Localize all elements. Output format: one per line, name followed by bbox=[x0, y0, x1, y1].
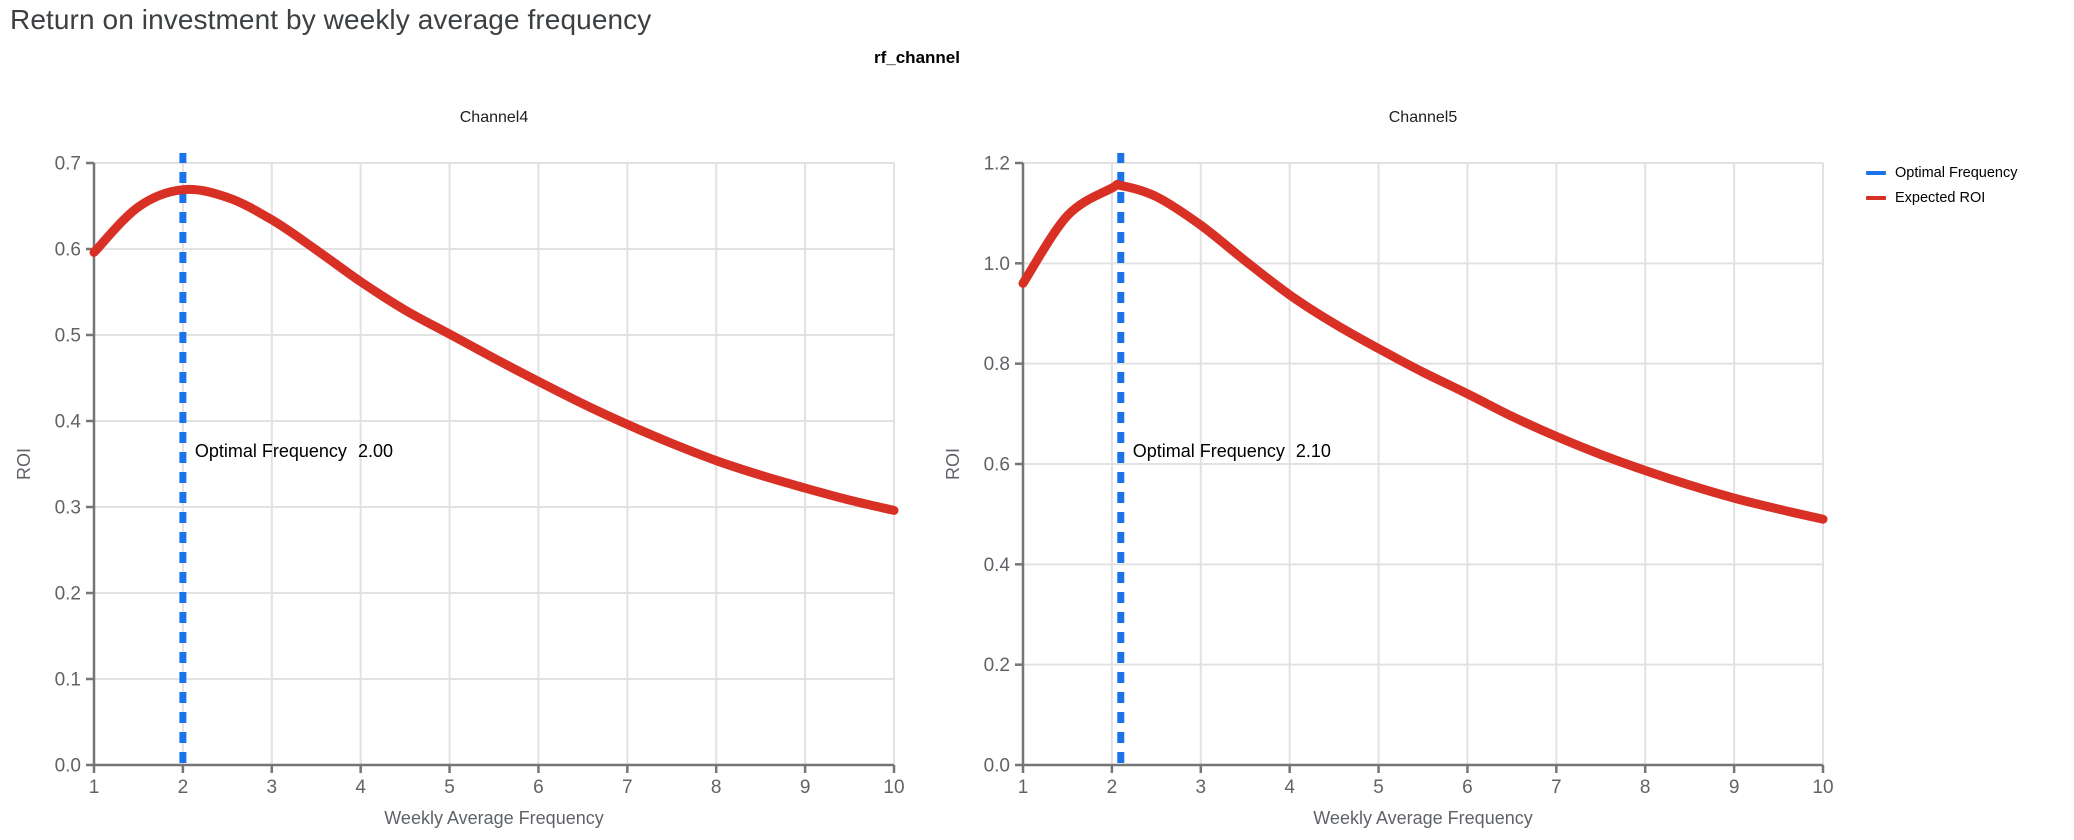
x-tick-label: 2 bbox=[1107, 777, 1118, 798]
y-tick-label: 0.0 bbox=[984, 756, 1010, 777]
expected-roi-curve bbox=[89, 184, 899, 515]
x-tick-label: 2 bbox=[178, 777, 189, 798]
y-tick-label: 1.0 bbox=[984, 254, 1010, 275]
x-tick-label: 4 bbox=[1284, 777, 1295, 798]
x-tick-label: 8 bbox=[1640, 777, 1651, 798]
legend-item-label: Expected ROI bbox=[1895, 189, 1986, 206]
optimal-frequency-annotation: Optimal Frequency 2.10 bbox=[1133, 441, 1331, 461]
y-axis-title: ROI bbox=[943, 448, 963, 480]
x-tick-label: 7 bbox=[1551, 777, 1562, 798]
y-tick-label: 0.8 bbox=[984, 354, 1010, 375]
y-tick-label: 0.3 bbox=[55, 498, 81, 519]
x-tick-label: 5 bbox=[1373, 777, 1384, 798]
x-tick-label: 9 bbox=[800, 777, 811, 798]
legend-item: Optimal Frequency bbox=[1866, 160, 2018, 185]
legend-item: Expected ROI bbox=[1866, 185, 2018, 210]
legend-item-label: Optimal Frequency bbox=[1895, 164, 2018, 181]
x-tick-label: 6 bbox=[533, 777, 544, 798]
y-tick-label: 0.6 bbox=[55, 240, 81, 261]
chart-channel4: 1 2 3 4 5 6 7 8 9 10 0.0 0.1 0.2 0.3 0.4 0.5 0.6 0.7 Optim… bbox=[14, 109, 905, 828]
x-tick-label: 1 bbox=[89, 777, 100, 798]
y-tick-label: 1.2 bbox=[984, 154, 1010, 175]
x-tick-label: 1 bbox=[1018, 777, 1029, 798]
y-tick-label: 0.2 bbox=[55, 584, 81, 605]
x-tick-label: 4 bbox=[355, 777, 366, 798]
y-tick-label: 0.7 bbox=[55, 154, 81, 175]
y-tick-label: 0.1 bbox=[55, 670, 81, 691]
y-tick-label: 0.5 bbox=[55, 326, 81, 347]
facet-title: Channel4 bbox=[460, 109, 529, 126]
x-tick-label: 3 bbox=[266, 777, 277, 798]
expected-roi-curve bbox=[1018, 179, 1828, 524]
y-tick-label: 0.2 bbox=[984, 655, 1010, 676]
facet-field-title: rf_channel bbox=[874, 48, 960, 67]
legend-line-swatch bbox=[1866, 170, 1886, 175]
x-tick-label: 8 bbox=[711, 777, 722, 798]
x-tick-label: 10 bbox=[883, 777, 904, 798]
y-tick-label: 0.4 bbox=[55, 412, 82, 433]
facet-title: Channel5 bbox=[1389, 109, 1458, 126]
y-axis-title: ROI bbox=[14, 448, 34, 480]
y-tick-label: 0.6 bbox=[984, 455, 1010, 476]
legend-line-swatch bbox=[1866, 195, 1886, 200]
legend: Optimal Frequency Expected ROI bbox=[1866, 160, 2018, 210]
y-tick-label: 0.0 bbox=[55, 756, 81, 777]
optimal-frequency-annotation: Optimal Frequency 2.00 bbox=[195, 441, 393, 461]
x-tick-label: 7 bbox=[622, 777, 633, 798]
x-tick-label: 6 bbox=[1462, 777, 1473, 798]
chart-channel5: 1 2 3 4 5 6 7 8 9 10 0.0 0.2 0.4 0.6 0.8 1.0 1.2 Optimal … bbox=[943, 109, 1834, 828]
x-tick-label: 10 bbox=[1812, 777, 1833, 798]
x-tick-label: 3 bbox=[1195, 777, 1206, 798]
page-title: Return on investment by weekly average f… bbox=[10, 4, 652, 35]
x-tick-label: 5 bbox=[444, 777, 455, 798]
x-tick-label: 9 bbox=[1729, 777, 1740, 798]
y-tick-label: 0.4 bbox=[984, 555, 1011, 576]
x-axis-title: Weekly Average Frequency bbox=[1313, 808, 1532, 828]
x-axis-title: Weekly Average Frequency bbox=[384, 808, 603, 828]
